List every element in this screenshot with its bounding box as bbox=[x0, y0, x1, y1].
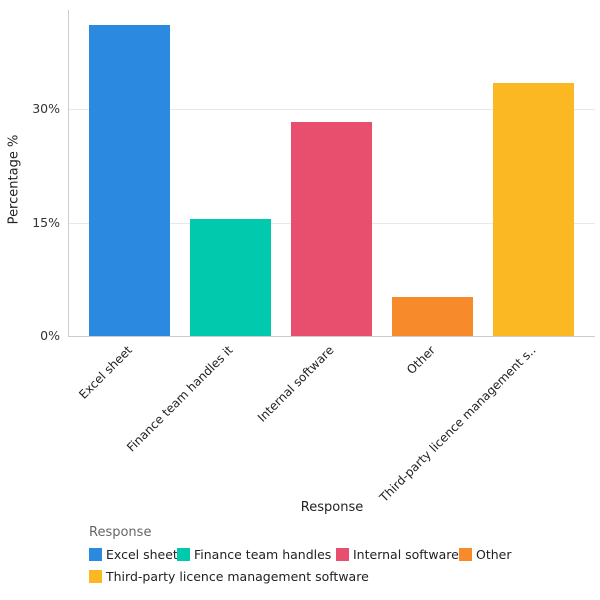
legend-title: Response bbox=[89, 525, 152, 540]
legend-item-internal-software[interactable]: Internal software bbox=[336, 547, 459, 562]
bar-excel-sheet[interactable] bbox=[89, 25, 170, 336]
legend-label: Third-party licence management software bbox=[106, 569, 369, 584]
y-axis-title: Percentage % bbox=[6, 134, 22, 225]
bar-finance-team[interactable] bbox=[190, 219, 271, 336]
legend-swatch bbox=[177, 548, 190, 561]
y-axis-line bbox=[68, 10, 69, 337]
legend-swatch bbox=[89, 548, 102, 561]
y-tick-label: 0% bbox=[40, 328, 60, 343]
x-axis-title: Response bbox=[300, 500, 364, 515]
x-axis-line bbox=[68, 336, 595, 337]
legend-item-finance-team[interactable]: Finance team handles it bbox=[177, 547, 344, 562]
x-tick-label: Excel sheet bbox=[76, 343, 135, 402]
legend-label: Other bbox=[476, 547, 512, 562]
y-tick-label: 30% bbox=[32, 101, 60, 116]
y-tick-label: 15% bbox=[32, 215, 60, 230]
legend-label: Internal software bbox=[353, 547, 459, 562]
bar-third-party[interactable] bbox=[493, 83, 574, 336]
x-tick-label: Finance team handles it bbox=[124, 343, 236, 455]
bar-other[interactable] bbox=[392, 297, 473, 336]
legend-swatch bbox=[89, 570, 102, 583]
bar-internal-software[interactable] bbox=[291, 122, 372, 336]
legend-swatch bbox=[459, 548, 472, 561]
gridline-30 bbox=[68, 109, 595, 110]
legend-swatch bbox=[336, 548, 349, 561]
x-tick-label: Internal software bbox=[255, 343, 337, 425]
x-tick-label: Other bbox=[403, 343, 438, 378]
legend-label: Excel sheet bbox=[106, 547, 178, 562]
legend-item-excel-sheet[interactable]: Excel sheet bbox=[89, 547, 178, 562]
legend-item-other[interactable]: Other bbox=[459, 547, 512, 562]
legend-item-third-party[interactable]: Third-party licence management software bbox=[89, 569, 369, 584]
x-tick-label: Third-party licence management s.. bbox=[377, 343, 539, 505]
legend-label: Finance team handles it bbox=[194, 547, 344, 562]
